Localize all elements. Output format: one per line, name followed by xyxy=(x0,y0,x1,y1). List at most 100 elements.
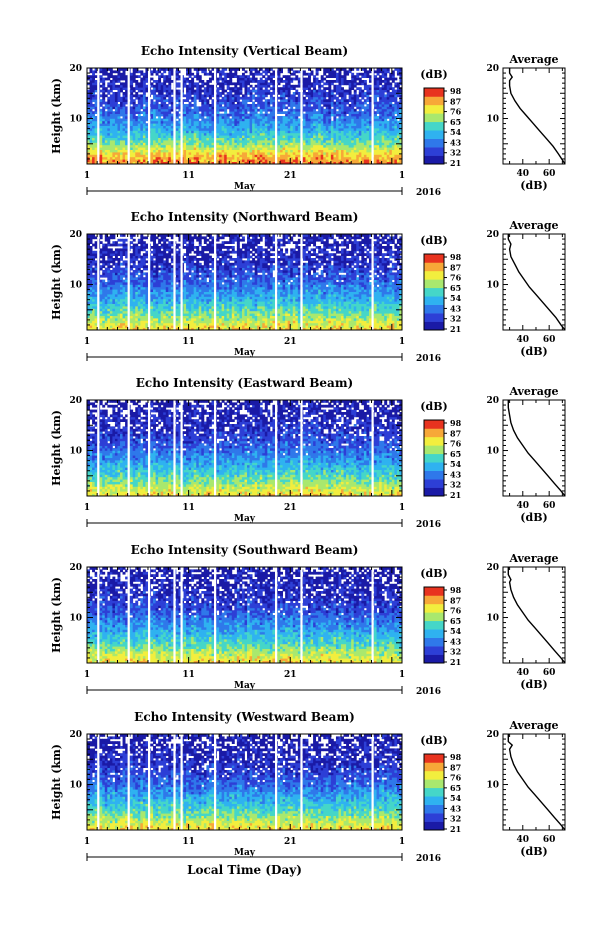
heatmap-cell xyxy=(249,118,253,122)
heatmap-cell xyxy=(175,125,179,129)
heatmap-cell xyxy=(216,108,220,112)
heatmap-cell xyxy=(257,161,261,165)
heatmap-cell xyxy=(376,132,380,136)
heatmap-cell xyxy=(399,70,403,74)
heatmap-cell xyxy=(346,80,350,83)
heatmap-cell xyxy=(239,116,243,119)
heatmap-cell xyxy=(302,72,306,76)
heatmap-cell xyxy=(325,159,329,162)
heatmap-cell xyxy=(290,106,294,110)
heatmap-cell xyxy=(193,123,197,126)
heatmap-cell xyxy=(313,80,317,83)
heatmap-cell xyxy=(142,92,146,95)
heatmap-cell xyxy=(145,101,149,105)
heatmap-cell xyxy=(229,96,233,100)
heatmap-cell xyxy=(198,142,202,146)
heatmap-cell xyxy=(353,144,357,148)
heatmap-cell xyxy=(145,137,149,141)
heatmap-cell xyxy=(163,99,167,102)
heatmap-cell xyxy=(216,101,220,105)
heatmap-cell xyxy=(285,116,289,119)
heatmap-cell xyxy=(198,96,202,100)
heatmap-cell xyxy=(188,72,192,76)
heatmap-cell xyxy=(94,106,98,110)
heatmap-cell xyxy=(241,84,245,88)
heatmap-cell xyxy=(313,149,317,153)
heatmap-cell xyxy=(145,147,149,150)
heatmap-cell xyxy=(122,161,126,165)
heatmap-cell xyxy=(109,315,113,319)
heatmap-cell xyxy=(165,120,169,124)
heatmap-cell xyxy=(99,144,103,148)
heatmap-cell xyxy=(356,132,360,136)
heatmap-cell xyxy=(384,80,388,83)
heatmap-cell xyxy=(297,118,301,122)
heatmap-cell xyxy=(130,135,134,138)
heatmap-cell xyxy=(178,96,182,100)
heatmap-cell xyxy=(89,238,93,242)
heatmap-cell xyxy=(160,101,164,105)
heatmap-cell xyxy=(175,84,179,88)
heatmap-cell xyxy=(277,118,281,122)
heatmap-cell xyxy=(252,144,256,148)
heatmap-cell xyxy=(145,68,149,71)
heatmap-cell xyxy=(264,147,268,150)
heatmap-cell xyxy=(107,89,111,93)
heatmap-cell xyxy=(328,94,332,98)
heatmap-cell xyxy=(122,159,126,162)
heatmap-cell xyxy=(117,77,121,81)
heatmap-cell xyxy=(132,116,136,119)
heatmap-cell xyxy=(137,154,141,158)
heatmap-cell xyxy=(363,84,367,88)
heatmap-cell xyxy=(368,152,372,155)
heatmap-cell xyxy=(394,147,398,150)
heatmap-cell xyxy=(158,116,162,119)
heatmap-cell xyxy=(338,118,342,122)
heatmap-cell xyxy=(150,125,154,129)
heatmap-cell xyxy=(348,120,352,124)
heatmap-cell xyxy=(252,161,256,165)
heatmap-cell xyxy=(348,144,352,148)
heatmap-cell xyxy=(254,80,258,83)
heatmap-cell xyxy=(391,140,395,143)
heatmap-cell xyxy=(396,130,400,134)
heatmap-cell xyxy=(125,152,129,155)
heatmap-cell xyxy=(117,140,121,143)
heatmap-cell xyxy=(153,154,156,158)
heatmap-cell xyxy=(315,111,319,114)
heatmap-cell xyxy=(356,154,360,158)
heatmap-cell xyxy=(104,320,108,324)
heatmap-cell xyxy=(269,147,273,150)
heatmap-cell xyxy=(87,116,90,119)
heatmap-cell xyxy=(376,92,380,95)
heatmap-cell xyxy=(341,99,344,102)
heatmap-cell xyxy=(168,75,172,78)
heatmap-cell xyxy=(292,104,296,107)
heatmap-cell xyxy=(323,128,327,131)
heatmap-cell xyxy=(117,123,121,126)
heatmap-cell xyxy=(259,152,263,155)
heatmap-cell xyxy=(135,149,139,153)
heatmap-cell xyxy=(196,87,200,90)
colorbar-segment xyxy=(424,147,444,156)
heatmap-cell xyxy=(290,72,294,76)
colorbar-tick-label: 76 xyxy=(450,107,462,117)
heatmap-cell xyxy=(94,87,98,90)
heatmap-cell xyxy=(376,144,380,148)
heatmap-cell xyxy=(89,123,93,126)
heatmap-cell xyxy=(297,106,301,110)
heatmap-cell xyxy=(229,154,233,158)
heatmap-cell xyxy=(87,241,90,244)
heatmap-cell xyxy=(257,113,261,117)
heatmap-cell xyxy=(112,140,116,143)
heatmap-cell xyxy=(356,159,360,162)
heatmap-cell xyxy=(107,255,111,259)
heatmap-cell xyxy=(244,108,248,112)
heatmap-cell xyxy=(203,154,207,158)
heatmap-cell xyxy=(239,132,243,136)
heatmap-cell xyxy=(87,315,90,319)
heatmap-cell xyxy=(394,120,398,124)
heatmap-cell xyxy=(287,92,291,95)
heatmap-cell xyxy=(224,135,228,138)
heatmap-cell xyxy=(107,274,111,278)
